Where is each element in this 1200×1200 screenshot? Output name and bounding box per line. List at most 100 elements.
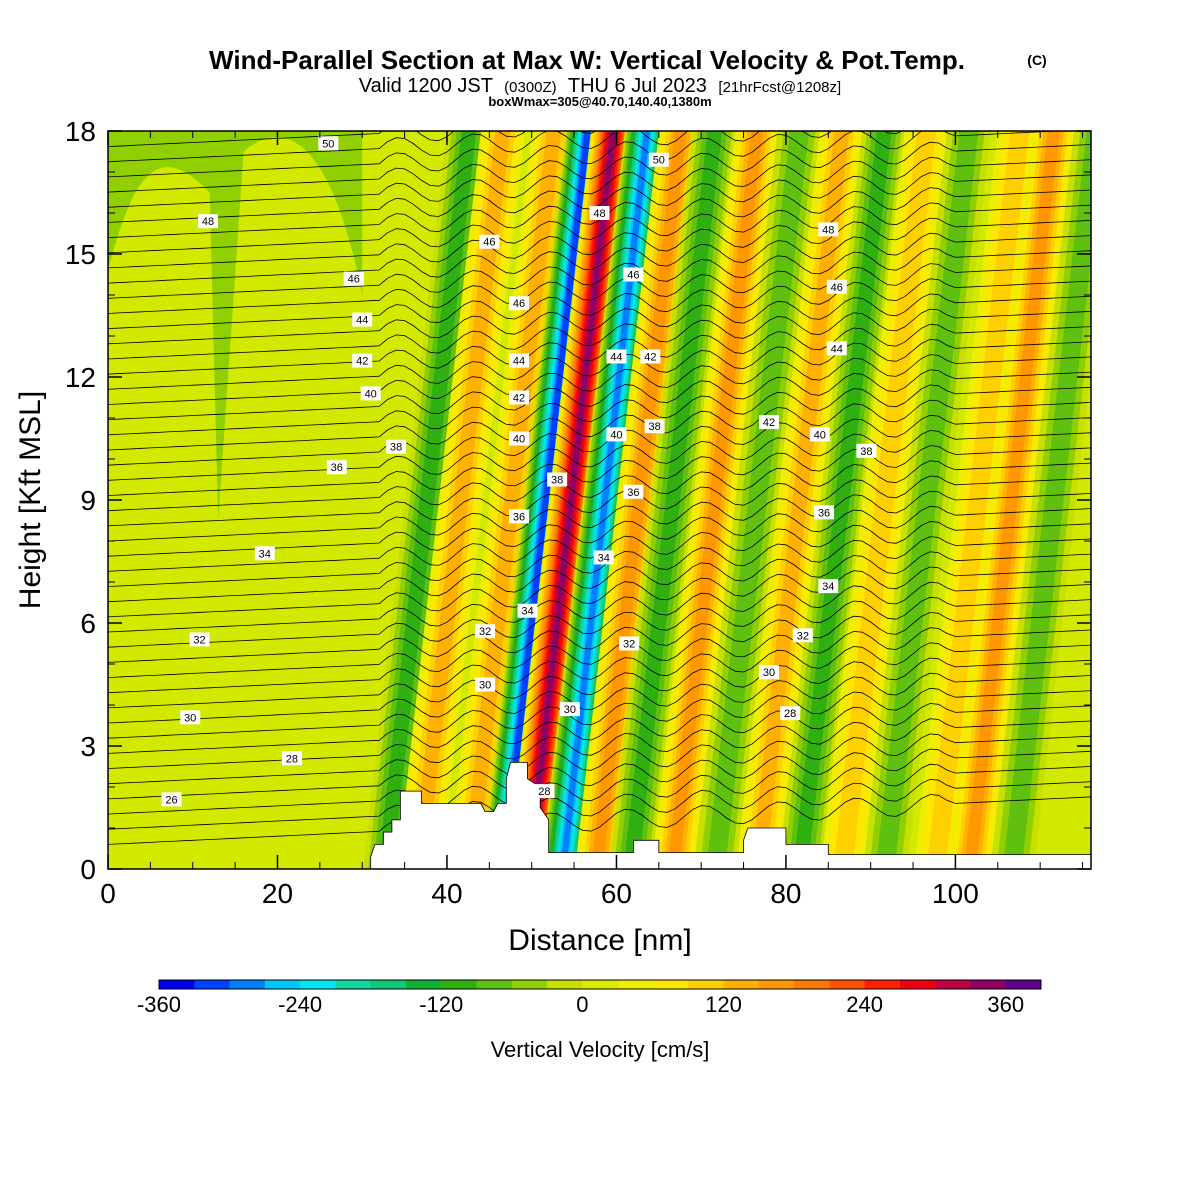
contour-label: 42 — [640, 349, 661, 364]
theta-contour-line — [108, 131, 597, 147]
contour-label-text: 40 — [814, 429, 826, 441]
y-tick-label: 9 — [80, 485, 96, 516]
colorbar-swatch — [1005, 980, 1042, 989]
x-tick-label: 80 — [770, 878, 801, 909]
contour-label-text: 40 — [513, 434, 525, 446]
contour-label-text: 32 — [623, 639, 635, 651]
theta-contour-line — [108, 763, 1091, 815]
contour-label-bg — [386, 439, 407, 454]
contour-label-bg — [318, 136, 339, 151]
contour-label: 42 — [352, 353, 373, 368]
contour-label-text: 36 — [627, 487, 639, 499]
colorbar-swatch — [652, 980, 689, 989]
valid-date: THU 6 Jul 2023 — [568, 75, 707, 97]
theta-contour-line — [108, 384, 1091, 436]
y-tick-label: 12 — [65, 362, 96, 393]
contour-label-bg — [780, 706, 801, 721]
colorbar-swatch — [899, 980, 936, 989]
theta-contour-line — [108, 430, 1091, 481]
velocity-band — [608, 131, 737, 869]
contour-label-text: 28 — [286, 753, 298, 765]
contour-label-bg — [606, 427, 627, 442]
theta-contour-line — [108, 596, 1091, 648]
theta-contour-line — [108, 172, 1091, 223]
contour-label-text: 42 — [644, 352, 656, 364]
contour-label-bg — [623, 267, 644, 282]
contour-label: 28 — [534, 784, 555, 799]
velocity-band-step — [1002, 131, 1091, 869]
contour-label-bg — [818, 222, 839, 237]
valid-time-line: Valid 1200 JST (0300Z) THU 6 Jul 2023 [2… — [359, 75, 841, 97]
colorbar-swatch — [300, 980, 336, 989]
contour-label-bg — [508, 431, 529, 446]
contour-label: 36 — [623, 484, 644, 499]
velocity-band-step — [526, 131, 616, 869]
contour-label-text: 40 — [610, 429, 622, 441]
contour-label-text: 46 — [831, 282, 843, 294]
colorbar-swatch — [476, 980, 513, 989]
colorbar-tick-label: 360 — [987, 992, 1024, 1017]
contour-label: 26 — [161, 792, 182, 807]
contour-label: 28 — [780, 706, 801, 721]
contour-label-bg — [758, 665, 779, 680]
velocity-band — [863, 131, 992, 869]
theta-contour-line — [108, 657, 1091, 709]
contour-label-bg — [593, 550, 614, 565]
contour-label-bg — [180, 710, 201, 725]
contour-label-bg — [254, 546, 275, 561]
contour-label-text: 44 — [610, 352, 622, 364]
contour-label-text: 30 — [763, 667, 775, 679]
contour-label: 44 — [508, 353, 529, 368]
contour-label-text: 40 — [365, 388, 377, 400]
terrain-mask — [370, 762, 1091, 869]
colorbar-swatch — [547, 980, 583, 989]
theta-contour-line — [108, 551, 1091, 603]
contour-label-text: 48 — [822, 224, 834, 236]
theta-contour-line — [108, 687, 1091, 739]
contour-label-bg — [508, 509, 529, 524]
colorbar-tick-label: -240 — [278, 992, 322, 1017]
y-tick-label: 18 — [65, 116, 96, 147]
theta-contour-line — [108, 612, 1091, 663]
contour-label: 30 — [475, 677, 496, 692]
contour-label-bg — [479, 234, 500, 249]
theta-contour-line — [108, 247, 1091, 299]
contour-label-text: 34 — [822, 581, 834, 593]
contour-label-bg — [475, 624, 496, 639]
x-tick-label: 60 — [601, 878, 632, 909]
contour-label: 48 — [589, 206, 610, 220]
colorbar-swatch — [406, 980, 442, 989]
contour-label-bg — [475, 677, 496, 692]
contour-label: 30 — [180, 710, 201, 725]
y-tick-label: 0 — [80, 854, 96, 885]
contour-label-text: 50 — [322, 138, 334, 150]
velocity-shading — [108, 131, 1091, 869]
contour-label-bg — [352, 312, 373, 327]
colorbar-swatch — [370, 980, 407, 989]
contour-label: 32 — [619, 636, 640, 651]
contour-label: 30 — [758, 665, 779, 680]
theta-contour-line — [108, 141, 1091, 193]
contour-label-bg — [352, 353, 373, 368]
velocity-band — [541, 131, 669, 869]
contour-label-bg — [623, 484, 644, 499]
velocity-band — [947, 131, 1076, 869]
theta-contour-line — [108, 566, 1091, 618]
contour-label-bg — [644, 419, 665, 434]
y-tick-label: 6 — [80, 608, 96, 639]
colorbar-swatch — [758, 980, 795, 989]
contour-label-text: 46 — [348, 274, 360, 286]
contour-label: 34 — [818, 579, 839, 594]
contour-label-bg — [360, 386, 381, 401]
contour-label: 40 — [360, 386, 381, 401]
contour-label-text: 30 — [479, 680, 491, 692]
contour-label-bg — [508, 296, 529, 311]
colorbar-tick-label: -360 — [137, 992, 181, 1017]
valid-prefix: Valid 1200 JST — [359, 75, 493, 97]
contour-label-bg — [508, 390, 529, 405]
contour-label: 48 — [197, 214, 218, 229]
contour-label-bg — [189, 632, 210, 647]
colorbar-swatch — [935, 980, 971, 989]
